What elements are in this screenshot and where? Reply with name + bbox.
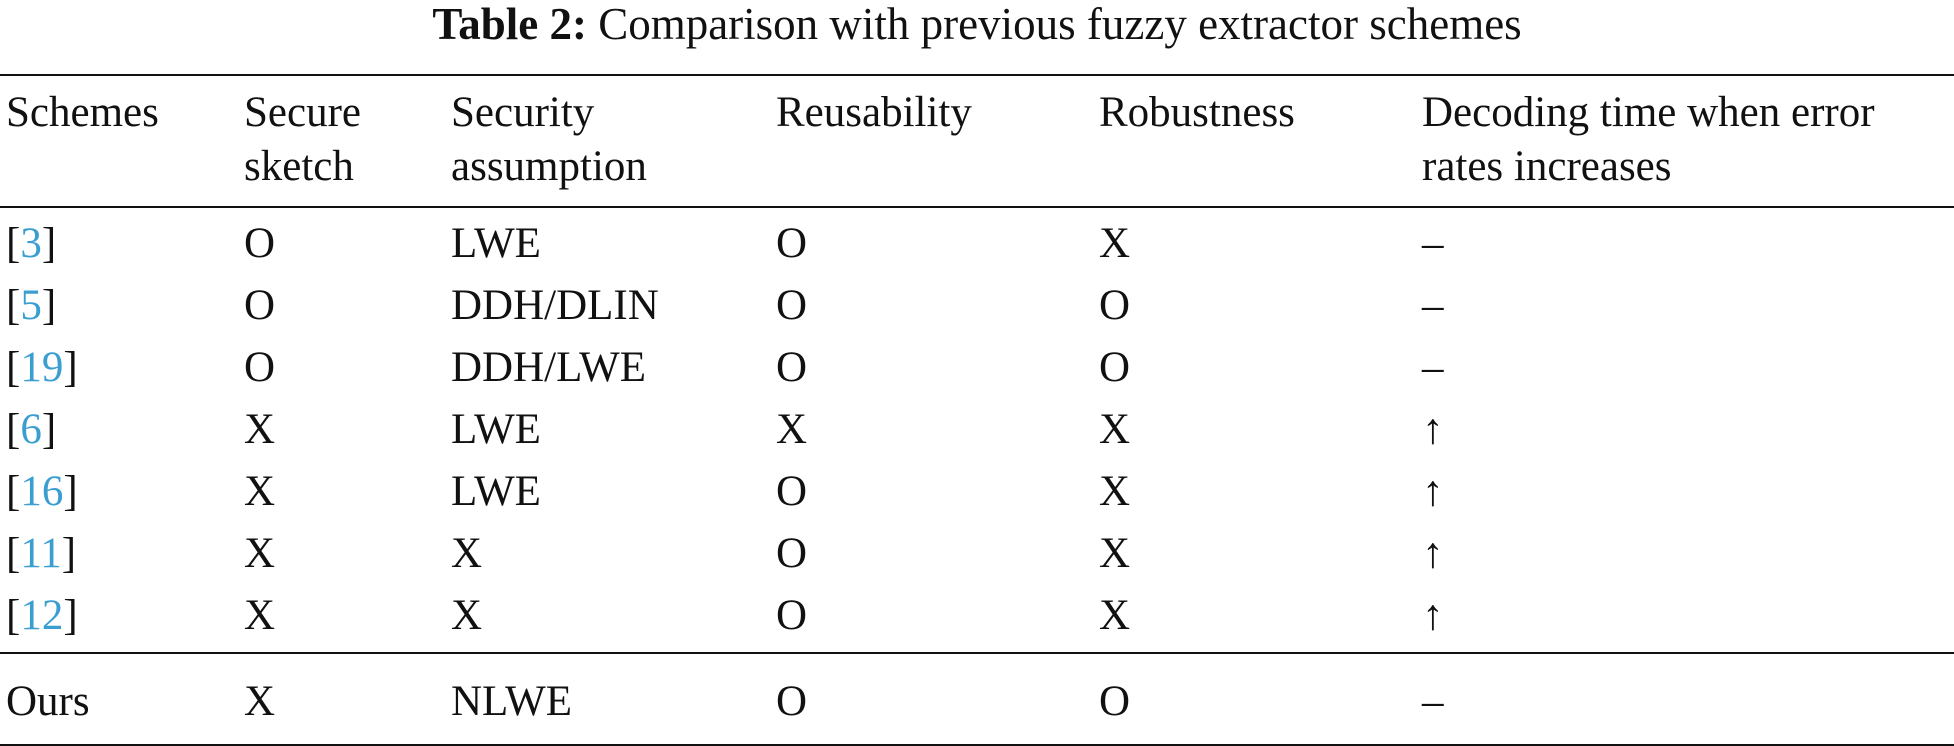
decoding-time-cell: – [1422, 678, 1444, 725]
bracket-close: ] [63, 468, 78, 515]
reusability-cell: X [776, 406, 808, 453]
security-assumption-cell: X [451, 530, 483, 577]
decoding-time-cell: ↑ [1422, 468, 1444, 515]
secure-sketch-cell: O [244, 282, 276, 329]
security-assumption-cell: LWE [451, 406, 541, 453]
reference-link[interactable]: 11 [20, 530, 62, 577]
bracket-close: ] [63, 592, 78, 639]
bracket-close: ] [61, 530, 77, 577]
secure-sketch-cell: X [244, 530, 276, 577]
robustness-cell: X [1099, 592, 1131, 639]
scheme-cell: [16] [0, 461, 238, 523]
table-caption: Table 2: Comparison with previous fuzzy … [0, 0, 1954, 48]
reference-link[interactable]: 3 [20, 220, 42, 267]
secure-sketch-cell: O [244, 220, 276, 267]
scheme-cell: [11] [0, 523, 238, 585]
decoding-time-cell: ↑ [1422, 530, 1444, 577]
reference-link[interactable]: 12 [20, 592, 64, 639]
table-row: [11] X X O X ↑ [0, 523, 1954, 585]
bracket-open: [ [6, 530, 21, 577]
security-assumption-cell: LWE [451, 468, 541, 515]
bracket-close: ] [41, 282, 57, 329]
secure-sketch-cell: O [244, 344, 276, 391]
table-row: [5] O DDH/DLIN O O – [0, 275, 1954, 337]
robustness-cell: O [1099, 282, 1131, 329]
table-row-ours: Ours X NLWE O O – [0, 653, 1954, 745]
secure-sketch-cell: X [244, 468, 276, 515]
table-caption-label: Table 2: [432, 0, 587, 49]
robustness-cell: X [1099, 406, 1131, 453]
bracket-open: [ [6, 468, 21, 515]
header-secure-sketch-line-1: Secure [244, 89, 361, 136]
table-row: [3] O LWE O X – [0, 207, 1954, 275]
scheme-cell: [6] [0, 399, 238, 461]
reference-link[interactable]: 6 [20, 406, 42, 453]
reference-link[interactable]: 16 [20, 468, 64, 515]
table-row: [6] X LWE X X ↑ [0, 399, 1954, 461]
security-assumption-cell: NLWE [451, 678, 572, 725]
bracket-close: ] [41, 220, 57, 267]
header-security-assumption-line-2: assumption [451, 143, 647, 190]
header-schemes: Schemes [6, 89, 159, 136]
header-security-assumption-line-1: Security [451, 89, 595, 136]
reusability-cell: O [776, 344, 808, 391]
header-reusability: Reusability [776, 89, 972, 136]
bracket-close: ] [41, 406, 57, 453]
scheme-cell: [3] [0, 207, 238, 275]
robustness-cell: X [1099, 468, 1131, 515]
table-caption-text: Comparison with previous fuzzy extractor… [598, 0, 1522, 49]
secure-sketch-cell: X [244, 406, 276, 453]
reusability-cell: O [776, 678, 808, 725]
reference-link[interactable]: 5 [20, 282, 42, 329]
security-assumption-cell: DDH/DLIN [451, 282, 659, 329]
decoding-time-cell: – [1422, 344, 1444, 391]
security-assumption-cell: DDH/LWE [451, 344, 647, 391]
robustness-cell: O [1099, 678, 1131, 725]
bracket-open: [ [6, 282, 21, 329]
ours-rows: Ours X NLWE O O – [0, 653, 1954, 745]
secure-sketch-cell: X [244, 592, 276, 639]
reusability-cell: O [776, 282, 808, 329]
bracket-open: [ [6, 592, 21, 639]
comparison-table: Schemes Secure sketch Security assumptio… [0, 74, 1954, 746]
bracket-open: [ [6, 220, 21, 267]
reusability-cell: O [776, 530, 808, 577]
header-robustness: Robustness [1099, 89, 1295, 136]
decoding-time-cell: ↑ [1422, 592, 1444, 639]
reference-link[interactable]: 19 [20, 344, 64, 391]
robustness-cell: O [1099, 344, 1131, 391]
header-security-assumption: Security assumption [445, 75, 770, 207]
header-decoding-time-line-2: rates increases [1422, 143, 1672, 190]
robustness-cell: X [1099, 530, 1131, 577]
header-secure-sketch-line-2: sketch [244, 143, 354, 190]
robustness-cell: X [1099, 220, 1131, 267]
decoding-time-cell: – [1422, 282, 1444, 329]
table-row: [19] O DDH/LWE O O – [0, 337, 1954, 399]
scheme-cell: [19] [0, 337, 238, 399]
table-row: [12] X X O X ↑ [0, 585, 1954, 653]
scheme-cell: [5] [0, 275, 238, 337]
decoding-time-cell: – [1422, 220, 1444, 267]
reusability-cell: O [776, 220, 808, 267]
table-row: [16] X LWE O X ↑ [0, 461, 1954, 523]
bracket-close: ] [63, 344, 78, 391]
scheme-cell: Ours [6, 678, 90, 725]
table-header: Schemes Secure sketch Security assumptio… [0, 75, 1954, 207]
reusability-cell: O [776, 592, 808, 639]
header-secure-sketch: Secure sketch [238, 75, 445, 207]
secure-sketch-cell: X [244, 678, 276, 725]
bracket-open: [ [6, 344, 21, 391]
header-decoding-time-line-1: Decoding time when error [1422, 89, 1875, 136]
reusability-cell: O [776, 468, 808, 515]
header-decoding-time: Decoding time when error rates increases [1416, 75, 1954, 207]
header-row: Schemes Secure sketch Security assumptio… [0, 75, 1954, 207]
security-assumption-cell: LWE [451, 220, 541, 267]
reference-rows: [3] O LWE O X – [5] O DDH/DLIN O O – [19… [0, 207, 1954, 653]
security-assumption-cell: X [451, 592, 483, 639]
bracket-open: [ [6, 406, 21, 453]
scheme-cell: [12] [0, 585, 238, 653]
decoding-time-cell: ↑ [1422, 406, 1444, 453]
